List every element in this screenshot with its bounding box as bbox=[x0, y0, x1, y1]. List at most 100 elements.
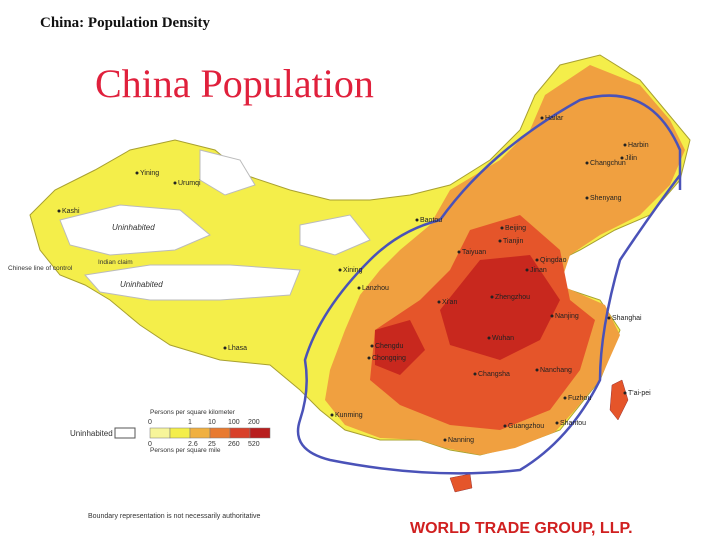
city-dot bbox=[535, 258, 539, 262]
city-label: Jinan bbox=[530, 267, 547, 274]
city-dot bbox=[550, 314, 554, 318]
city-label: Yining bbox=[140, 170, 159, 177]
city-label: Harbin bbox=[628, 142, 649, 149]
city-label: Changchun bbox=[590, 160, 626, 167]
legend-swatch bbox=[114, 427, 136, 439]
city-label: Wuhan bbox=[492, 335, 514, 342]
city-dot bbox=[443, 438, 447, 442]
city-label: Zhengzhou bbox=[495, 294, 530, 301]
region-label: Chinese line of control bbox=[8, 265, 73, 272]
city-dot bbox=[330, 413, 334, 417]
city-label: Beijing bbox=[505, 225, 526, 232]
hainan bbox=[449, 473, 473, 493]
city-dot bbox=[223, 346, 227, 350]
legend-value: 25 bbox=[208, 441, 216, 448]
city-label: T'ai-pei bbox=[628, 390, 651, 397]
city-dot bbox=[525, 268, 529, 272]
city-label: Lanzhou bbox=[362, 285, 389, 292]
legend-value: 10 bbox=[208, 419, 216, 426]
city-label: Urumqi bbox=[178, 180, 201, 187]
legend-value: 2.6 bbox=[188, 441, 198, 448]
city-dot bbox=[503, 424, 507, 428]
city-label: Jilin bbox=[625, 155, 637, 162]
city-label: Qingdao bbox=[540, 257, 567, 264]
city-label: Nanchang bbox=[540, 367, 572, 374]
city-dot bbox=[135, 171, 139, 175]
city-dot bbox=[490, 295, 494, 299]
city-dot bbox=[500, 226, 504, 230]
city-label: Nanjing bbox=[555, 313, 579, 320]
legend-value: 0 bbox=[148, 419, 152, 426]
city-label: Taiyuan bbox=[462, 249, 486, 256]
city-label: Changsha bbox=[478, 371, 510, 378]
region-label: Uninhabited bbox=[120, 280, 163, 289]
sichuan-dense bbox=[375, 320, 425, 375]
city-dot bbox=[540, 116, 544, 120]
city-label: Fuzhou bbox=[568, 395, 591, 402]
city-label: Shantou bbox=[560, 420, 586, 427]
city-label: Chongqing bbox=[372, 355, 406, 362]
taiwan bbox=[609, 379, 629, 421]
city-dot bbox=[487, 336, 491, 340]
footer: WORLD TRADE GROUP, LLP. bbox=[410, 520, 633, 537]
uninhabited-area bbox=[299, 214, 371, 256]
legend-swatch bbox=[209, 427, 231, 439]
densest-region bbox=[440, 255, 560, 360]
city-dot bbox=[535, 368, 539, 372]
legend-swatches: 0 1 10 100 200 0 2.6 25 260 520 bbox=[148, 419, 271, 448]
city-label: Lhasa bbox=[228, 345, 247, 352]
legend-value: 0 bbox=[148, 441, 152, 448]
city-dot bbox=[620, 156, 624, 160]
uninhabited-area bbox=[84, 264, 301, 301]
note: Boundary representation is not necessari… bbox=[88, 513, 260, 520]
city-dot bbox=[57, 209, 61, 213]
legend-swatch bbox=[249, 427, 271, 439]
legend: Uninhabited Persons per square kilometer… bbox=[70, 409, 271, 454]
city-label: Xi'an bbox=[442, 299, 457, 306]
region-label: Uninhabited bbox=[112, 223, 155, 232]
city-dot bbox=[437, 300, 441, 304]
city-dot bbox=[357, 286, 361, 290]
legend-swatch bbox=[169, 427, 191, 439]
legend-value: 100 bbox=[228, 419, 240, 426]
legend-value: 200 bbox=[248, 419, 260, 426]
uninhabited-area bbox=[59, 204, 211, 256]
city-label: Kunming bbox=[335, 412, 363, 419]
city-dot bbox=[623, 391, 627, 395]
city-label: Shanghai bbox=[612, 315, 642, 322]
city-dot bbox=[367, 356, 371, 360]
city-dot bbox=[370, 344, 374, 348]
city-dot bbox=[623, 143, 627, 147]
city-dot bbox=[563, 396, 567, 400]
region-label: Indian claim bbox=[98, 259, 133, 266]
city-label: Nanning bbox=[448, 437, 474, 444]
legend-swatch bbox=[149, 427, 171, 439]
city-dot bbox=[607, 316, 611, 320]
city-label: Baotou bbox=[420, 217, 442, 224]
city-label: Kashi bbox=[62, 208, 80, 215]
city-dot bbox=[585, 161, 589, 165]
map-title: China: Population Density bbox=[40, 15, 211, 31]
overlay-title: China Population bbox=[95, 61, 374, 106]
city-dot bbox=[173, 181, 177, 185]
city-dot bbox=[338, 268, 342, 272]
highlight-loop bbox=[296, 94, 682, 475]
city-label: Hailar bbox=[545, 115, 564, 122]
legend-value: 260 bbox=[228, 441, 240, 448]
legend-swatch bbox=[229, 427, 251, 439]
legend-value: 1 bbox=[188, 419, 192, 426]
city-label: Chengdu bbox=[375, 343, 404, 350]
legend-label: Persons per square kilometer bbox=[150, 409, 236, 416]
legend-label: Persons per square mile bbox=[150, 447, 221, 454]
city-dot bbox=[498, 239, 502, 243]
legend-label: Uninhabited bbox=[70, 429, 113, 438]
city-dot bbox=[457, 250, 461, 254]
city-dot bbox=[415, 218, 419, 222]
city-label: Shenyang bbox=[590, 195, 622, 202]
uninhabited-area bbox=[199, 149, 256, 196]
legend-value: 520 bbox=[248, 441, 260, 448]
city-label: Xining bbox=[343, 267, 363, 274]
city-dot bbox=[585, 196, 589, 200]
